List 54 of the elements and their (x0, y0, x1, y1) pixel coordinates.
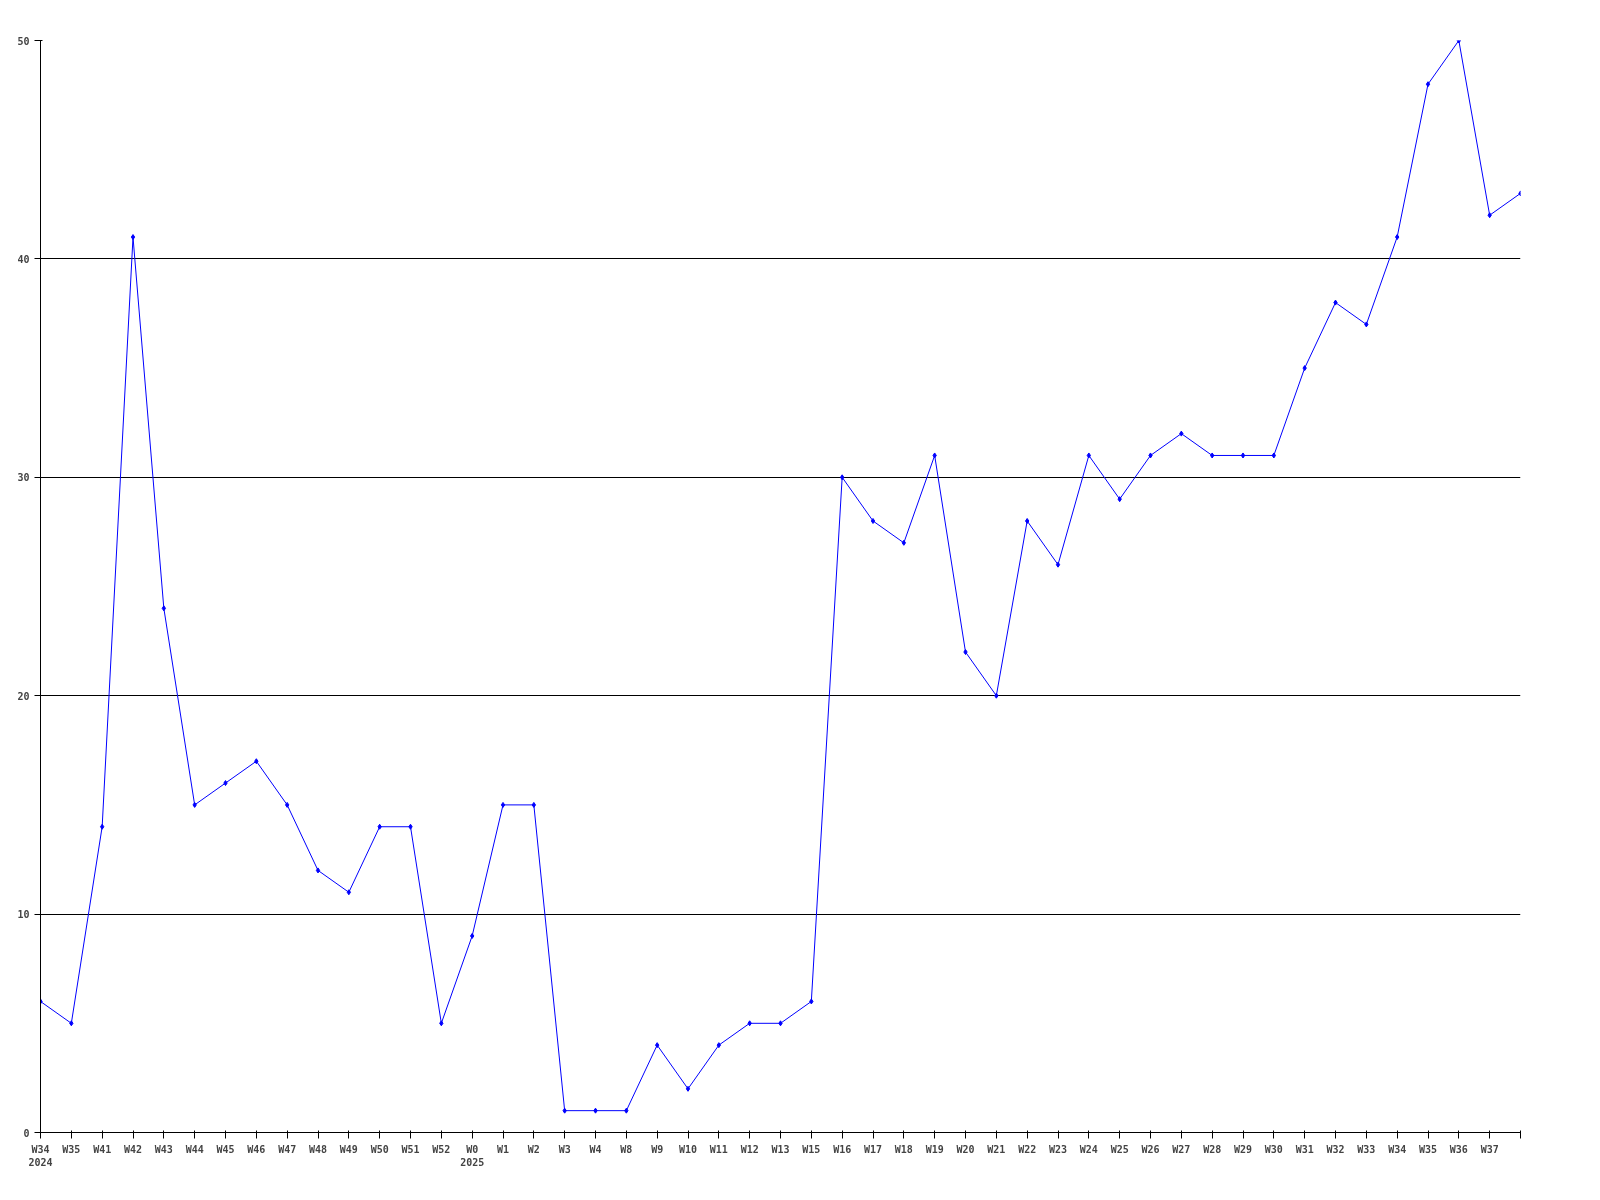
x-tick-label: W28 (1203, 1143, 1222, 1155)
x-tick-label: W3 (558, 1143, 571, 1155)
x-tick-label: W36 (1449, 1143, 1468, 1155)
x-tick-label: W45 (216, 1143, 235, 1155)
x-tick-label: W34 2024 (28, 1143, 53, 1168)
x-tick-label: W35 (62, 1143, 81, 1155)
x-tick-label: W32 (1326, 1143, 1345, 1155)
x-tick-label: W41 (93, 1143, 112, 1155)
x-tick-label: W10 (678, 1143, 698, 1155)
x-tick-label: W29 (1233, 1143, 1253, 1155)
y-tick-label: 10 (17, 909, 30, 921)
x-tick-label: W17 (863, 1143, 883, 1155)
x-tick-label: W49 (339, 1143, 358, 1155)
y-tick-label: 50 (17, 35, 30, 47)
x-tick-label: W46 (247, 1143, 266, 1155)
x-tick-label: W23 (1048, 1143, 1068, 1155)
x-tick-label: W20 (956, 1143, 975, 1155)
x-tick-label: W8 (620, 1143, 633, 1155)
x-tick-label: W1 (496, 1143, 510, 1155)
x-tick-label: W2 (527, 1143, 540, 1155)
x-tick-label: W33 (1357, 1143, 1376, 1155)
x-tick-label: W27 (1172, 1143, 1191, 1155)
x-tick-label: W13 (771, 1143, 790, 1155)
x-tick-label: W34 (1388, 1143, 1407, 1155)
y-tick-label: 40 (17, 253, 30, 265)
x-tick-label: W18 (894, 1143, 913, 1155)
x-tick-label: W0 2025 (460, 1143, 485, 1168)
x-tick-label: W19 (925, 1143, 944, 1155)
y-tick-label: 30 (17, 472, 30, 484)
x-tick-label: W48 (308, 1143, 328, 1155)
x-tick-label: W25 (1110, 1143, 1129, 1155)
x-tick-label: W30 (1264, 1143, 1283, 1155)
x-tick-label: W43 (154, 1143, 173, 1155)
x-tick-label: W4 (589, 1143, 602, 1155)
x-tick-label: W24 (1079, 1143, 1098, 1155)
x-tick-label: W52 (432, 1143, 451, 1155)
x-tick-label: W47 (278, 1143, 297, 1155)
x-tick-label: W44 (185, 1143, 204, 1155)
x-tick-label: W9 (651, 1143, 664, 1155)
x-tick-label: W50 (370, 1143, 389, 1155)
x-tick-label: W12 (740, 1143, 759, 1155)
x-tick-label: W35 (1418, 1143, 1438, 1155)
x-tick-label: W31 (1295, 1143, 1314, 1155)
x-tick-label: W16 (833, 1143, 852, 1155)
x-tick-label: W42 (123, 1143, 143, 1155)
x-tick-label: W15 (802, 1143, 821, 1155)
x-tick-label: W21 (987, 1143, 1006, 1155)
x-tick-label: W37 (1480, 1143, 1499, 1155)
x-tick-label: W26 (1141, 1143, 1160, 1155)
x-tick-label: W22 (1018, 1143, 1037, 1155)
x-tick-label: W51 (401, 1143, 420, 1155)
x-tick-label: W11 (709, 1143, 728, 1155)
y-tick-label: 20 (17, 690, 30, 702)
y-tick-label: 0 (23, 1127, 30, 1139)
